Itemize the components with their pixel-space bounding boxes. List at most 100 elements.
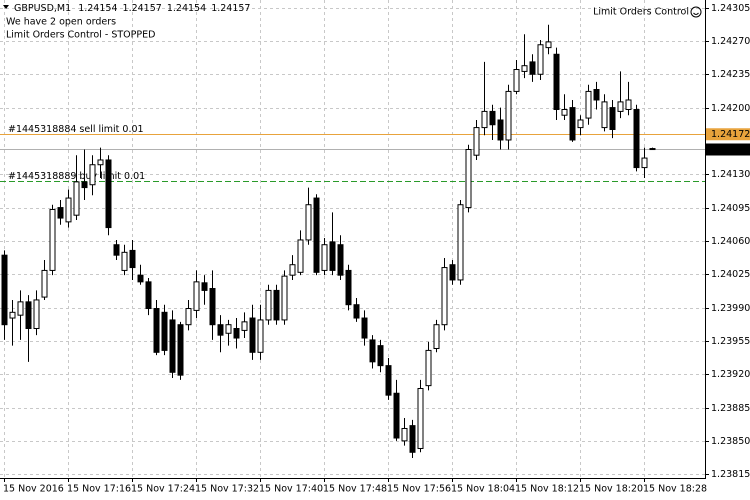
- candle-body: [593, 89, 600, 101]
- candle-body: [233, 328, 240, 339]
- candle-body: [321, 244, 328, 271]
- candle-body: [105, 159, 112, 229]
- candle-body: [89, 164, 96, 186]
- candle-body: [33, 299, 40, 330]
- bid-box: [706, 143, 750, 156]
- candle-body: [569, 107, 576, 141]
- candles: [1, 24, 656, 459]
- icon-circle: [690, 6, 702, 18]
- candle-body: [81, 181, 88, 189]
- candle-body: [433, 324, 440, 350]
- candle-body: [577, 119, 584, 129]
- bid-label: 1.24157: [711, 144, 750, 155]
- candle-body: [497, 119, 504, 141]
- y-tick-label: 1.23955: [711, 336, 750, 347]
- indicator-icon[interactable]: [690, 6, 702, 18]
- candle-body: [529, 61, 536, 75]
- x-tick-label: 15 Nov 2016: [3, 484, 64, 495]
- y-tick-label: 1.24060: [711, 236, 750, 247]
- candle-body: [209, 288, 216, 326]
- y-tick-label: 1.23815: [711, 469, 750, 480]
- candle-body: [177, 324, 184, 376]
- candle-body: [505, 90, 512, 141]
- y-tick-label: 1.24235: [711, 69, 750, 80]
- candle-body: [129, 249, 136, 269]
- candle-body: [553, 53, 560, 111]
- candle-body: [49, 208, 56, 271]
- candle-body: [337, 244, 344, 276]
- y-tick-label: 1.23850: [711, 436, 750, 447]
- x-tick-label: 15 Nov 17:16: [67, 484, 131, 495]
- candle-body: [17, 301, 24, 316]
- candle-body: [41, 269, 48, 298]
- candle-body: [121, 251, 128, 271]
- candle-body: [313, 197, 320, 273]
- candle-body: [609, 107, 616, 130]
- candle-body: [265, 289, 272, 321]
- candle-body: [545, 41, 552, 49]
- order-label: #1445318884 sell limit 0.01: [8, 124, 144, 135]
- header-close: 1.24157: [211, 3, 250, 14]
- symbol-menu-icon[interactable]: [3, 5, 9, 9]
- y-tick-label: 1.24025: [711, 269, 750, 280]
- candle-body: [369, 339, 376, 363]
- indicator-name: Limit Orders Control: [593, 7, 689, 18]
- candle-body: [449, 264, 456, 281]
- candle-body: [153, 308, 160, 353]
- candle-body: [457, 204, 464, 281]
- candle-body: [633, 109, 640, 169]
- x-tick-label: 15 Nov 18:12: [515, 484, 579, 495]
- y-tick-label: 1.23920: [711, 369, 750, 380]
- symbol-header: GBPUSD,M1 1.24154 1.24157 1.24154 1.2415…: [14, 3, 250, 14]
- x-tick-label: 15 Nov 18:04: [451, 484, 515, 495]
- y-tick-label: 1.24305: [711, 3, 750, 14]
- candle-body: [385, 365, 392, 396]
- y-tick-label: 1.23990: [711, 303, 750, 314]
- candle-body: [425, 349, 432, 387]
- candle-body: [57, 207, 64, 219]
- candle-body: [649, 148, 656, 151]
- candle-body: [25, 301, 32, 330]
- candle-body: [9, 311, 16, 319]
- x-tick-label: 15 Nov 17:24: [131, 484, 195, 495]
- y-tick-label: 1.24200: [711, 103, 750, 114]
- candle-body: [257, 319, 264, 353]
- candle-body: [625, 99, 632, 111]
- candle-body: [537, 44, 544, 75]
- candle-body: [305, 204, 312, 241]
- candle-body: [1, 254, 8, 326]
- candle-body: [601, 101, 608, 129]
- candle-body: [273, 289, 280, 321]
- comment-line: We have 2 open orders: [6, 17, 116, 28]
- candle-body: [513, 69, 520, 92]
- price-axis: 1.24305 1.24270 1.24235 1.24200 1.24130 1.240…: [3, 3, 750, 495]
- comment-line: Limit Orders Control - STOPPED: [6, 30, 155, 41]
- order-price-label: 1.24172: [711, 129, 750, 140]
- candle-body: [281, 275, 288, 321]
- candle-body: [377, 345, 384, 367]
- candle-body: [489, 110, 496, 126]
- candle-body: [201, 282, 208, 291]
- candle-body: [353, 304, 360, 319]
- candle-body: [193, 281, 200, 311]
- candle-body: [617, 101, 624, 112]
- candle-body: [217, 324, 224, 336]
- candle-body: [345, 269, 352, 306]
- candle-body: [169, 319, 176, 373]
- candle-body: [465, 148, 472, 209]
- y-tick-label: 1.24270: [711, 36, 750, 47]
- candle-body: [65, 197, 72, 223]
- y-tick-label: 1.24095: [711, 203, 750, 214]
- header-high: 1.24157: [123, 3, 162, 14]
- x-tick-label: 15 Nov 17:32: [195, 484, 259, 495]
- icon-smile: [693, 12, 699, 15]
- candle-body: [417, 387, 424, 449]
- x-tick-label: 15 Nov 17:40: [259, 484, 323, 495]
- candle-body: [297, 239, 304, 273]
- candle-body: [73, 181, 80, 216]
- candle-body: [161, 311, 168, 351]
- x-tick-label: 15 Nov 18:28: [643, 484, 707, 495]
- x-tick-label: 15 Nov 17:48: [323, 484, 387, 495]
- candle-body: [249, 317, 256, 353]
